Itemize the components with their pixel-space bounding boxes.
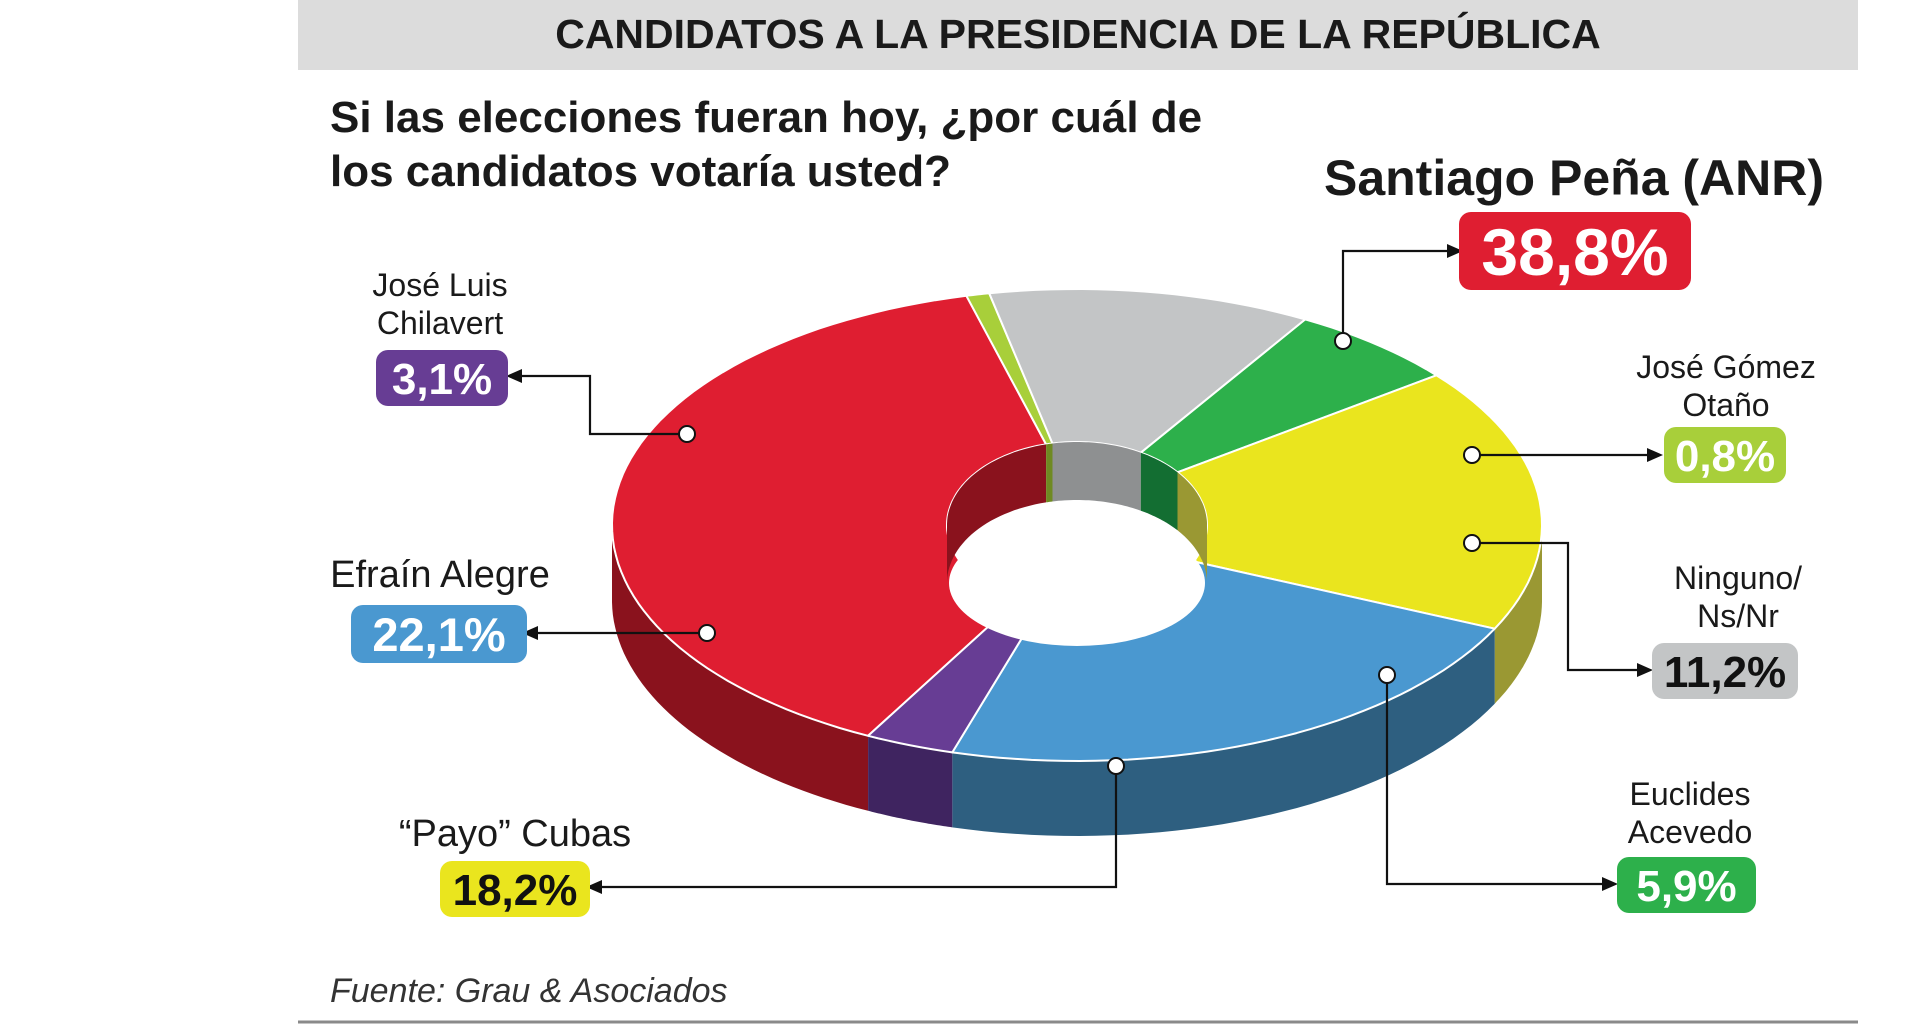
badge-cubas [440, 861, 590, 917]
leader-dot-ninguno [1463, 534, 1481, 552]
leader-dot-acevedo [1378, 666, 1396, 684]
hole-wall-cubas [1177, 472, 1207, 583]
header-band [298, 0, 1858, 70]
hole-opening [949, 520, 1205, 646]
value-label-cubas: 18,2% [453, 866, 578, 915]
name-label-gomez-2: Otaño [1682, 387, 1769, 423]
leader-arrow-cubas [586, 880, 602, 894]
question-line-1: Si las elecciones fueran hoy, ¿por cuál … [330, 93, 1202, 142]
leader-dot-cubas [1107, 757, 1125, 775]
leader-arrow-acevedo [1602, 877, 1618, 891]
badge-acevedo [1617, 857, 1756, 913]
badge-chilavert [376, 350, 508, 406]
leader-dot-chilavert [678, 425, 696, 443]
badge-alegre [351, 605, 527, 663]
name-label-chilavert-2: Chilavert [377, 305, 503, 341]
slice-labels: 38,8% Santiago Peña (ANR) 0,8% José GómezOt… [330, 150, 1824, 917]
hole-wall-gomez [1046, 443, 1053, 503]
hole-wall-pena [947, 444, 1047, 582]
name-label-alegre: Efraín Alegre [330, 554, 550, 596]
leader-arrow-gomez [1647, 448, 1663, 462]
name-label-ninguno-2: Ns/Nr [1697, 598, 1779, 634]
source-note: Fuente: Grau & Asociados [330, 972, 728, 1010]
question-line-2: los candidatos votaría usted? [330, 147, 951, 196]
badge-gomez [1664, 427, 1786, 483]
value-label-chilavert: 3,1% [392, 355, 492, 404]
header-title: CANDIDATOS A LA PRESIDENCIA DE LA REPÚBL… [555, 11, 1601, 57]
leader-chilavert [514, 374, 687, 436]
badge-pena [1459, 212, 1691, 290]
leader-dot-pena [1334, 332, 1352, 350]
hole-wall-acevedo [1140, 452, 1178, 531]
leader-ninguno [1472, 541, 1645, 672]
leader-acevedo [1385, 675, 1610, 886]
name-label-chilavert-1: José Luis [372, 267, 507, 303]
slice-side-pena [612, 527, 869, 811]
leader-cubas [594, 766, 1118, 889]
value-label-pena: 38,8% [1481, 215, 1668, 289]
slice-side-alegre [952, 628, 1495, 836]
name-label-acevedo-2: Acevedo [1628, 814, 1753, 850]
donut-side-walls [612, 526, 1542, 836]
name-label-cubas: “Payo” Cubas [399, 813, 631, 855]
leader-arrow-chilavert [506, 369, 522, 383]
name-label-acevedo-1: Euclides [1630, 776, 1751, 812]
name-label-ninguno-1: Ninguno/ [1674, 560, 1802, 596]
value-label-gomez: 0,8% [1675, 432, 1775, 481]
leader-dot-alegre [698, 624, 716, 642]
value-label-alegre: 22,1% [372, 608, 505, 661]
leader-dot-gomez [1463, 446, 1481, 464]
leader-arrow-alegre [522, 626, 538, 640]
name-label-pena: Santiago Peña (ANR) [1324, 150, 1824, 206]
slice-side-cubas [1494, 526, 1542, 704]
value-label-acevedo: 5,9% [1636, 862, 1736, 911]
badge-ninguno [1652, 643, 1798, 699]
value-label-ninguno: 11,2% [1664, 648, 1786, 697]
leader-pena [1341, 249, 1455, 341]
leader-arrow-pena [1447, 244, 1463, 258]
leader-lines [506, 244, 1663, 894]
hole-wall-ninguno [1052, 442, 1141, 511]
leader-arrow-ninguno [1637, 663, 1653, 677]
slice-side-chilavert [868, 735, 953, 828]
donut-top-face [611, 288, 1543, 762]
name-label-gomez-1: José Gómez [1636, 349, 1816, 385]
donut-hole [947, 442, 1207, 646]
